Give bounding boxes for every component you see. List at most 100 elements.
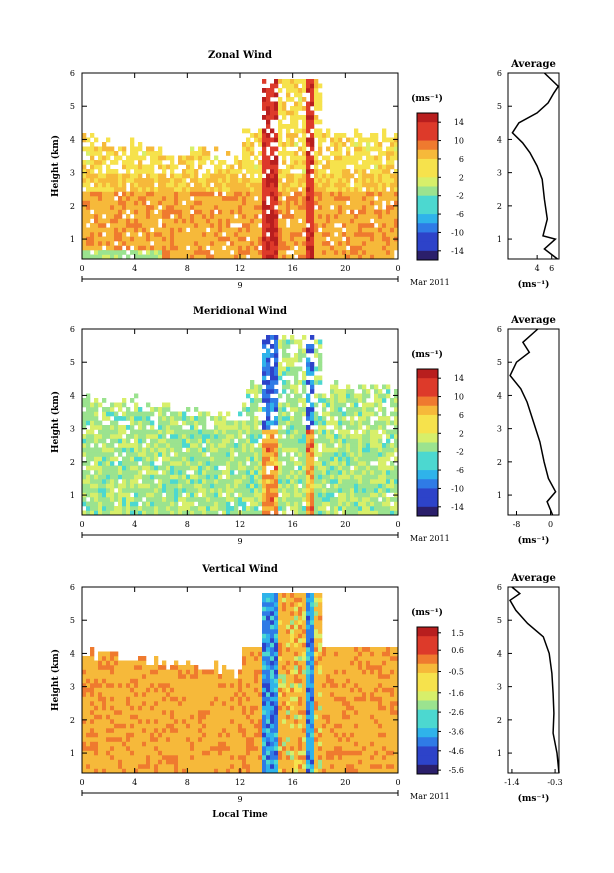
- y-tick-label: 3: [70, 425, 75, 434]
- avg-y-tick-label: 5: [497, 616, 502, 625]
- colorbar-tick-label: -2: [456, 448, 464, 457]
- month-label: Mar 2011: [410, 534, 450, 543]
- average-profile-line: [511, 72, 560, 260]
- avg-y-tick-label: 4: [497, 135, 502, 144]
- date-label: 9: [237, 281, 242, 290]
- x-tick-label: 20: [340, 264, 350, 273]
- colorbar-tick-label: -10: [451, 484, 464, 493]
- y-tick-label: 6: [70, 583, 75, 592]
- panel-title-zonal: Zonal Wind: [208, 50, 272, 61]
- y-tick-label: 6: [70, 69, 75, 78]
- average-profile-line: [509, 586, 560, 774]
- avg-y-tick-label: 2: [497, 202, 502, 211]
- x-tick-label: 0: [395, 264, 400, 273]
- y-tick-label: 1: [70, 491, 75, 500]
- colorbar-frame: [416, 368, 439, 517]
- avg-y-tick-label: 3: [497, 169, 502, 178]
- x-tick-label: 20: [340, 778, 350, 787]
- avg-x-tick-label: 0: [548, 520, 553, 529]
- average-title: Average: [510, 315, 556, 326]
- panel-title-vert: Vertical Wind: [201, 564, 278, 575]
- x-tick-label: 0: [79, 778, 84, 787]
- y-tick-label: 4: [70, 391, 75, 400]
- colorbar-tick-label: 2: [459, 429, 464, 438]
- avg-x-tick-label: -0.3: [547, 778, 562, 787]
- colorbar-tick-label: 0.6: [451, 646, 464, 655]
- colorbar-vert: [417, 627, 438, 775]
- avg-x-tick-label: 4: [535, 264, 540, 273]
- avg-x-axis-label: (ms⁻¹): [518, 793, 550, 804]
- colorbar-tick-label: -5.6: [449, 766, 464, 775]
- avg-y-tick-label: 4: [497, 391, 502, 400]
- average-profile-line: [509, 328, 557, 516]
- x-tick-label: 8: [185, 264, 190, 273]
- colorbar-frame: [416, 626, 439, 775]
- x-tick-label: 12: [235, 264, 245, 273]
- avg-y-tick-label: 3: [497, 683, 502, 692]
- colorbar-tick-label: -14: [451, 503, 464, 512]
- x-tick-label: 16: [288, 264, 298, 273]
- avg-y-tick-label: 1: [497, 491, 502, 500]
- y-axis-label: Height (km): [50, 391, 61, 453]
- colorbar-tick-label: 10: [454, 137, 464, 146]
- colorbar-unit: (ms⁻¹): [411, 607, 443, 618]
- colorbar-zonal: [417, 113, 438, 261]
- avg-y-tick-label: 6: [497, 325, 502, 334]
- x-tick-label: 8: [185, 520, 190, 529]
- y-tick-label: 4: [70, 649, 75, 658]
- avg-y-tick-label: 6: [497, 583, 502, 592]
- x-tick-label: 0: [79, 264, 84, 273]
- colorbar-tick-label: -0.5: [449, 667, 464, 676]
- avg-y-tick-label: 2: [497, 716, 502, 725]
- x-tick-label: 0: [395, 778, 400, 787]
- avg-y-tick-label: 5: [497, 102, 502, 111]
- y-tick-label: 1: [70, 235, 75, 244]
- colorbar-tick-label: -2: [456, 192, 464, 201]
- colorbar-tick-label: 2: [459, 173, 464, 182]
- x-tick-label: 16: [288, 778, 298, 787]
- avg-y-tick-label: 4: [497, 649, 502, 658]
- avg-x-axis-label: (ms⁻¹): [518, 279, 550, 290]
- colorbar-unit: (ms⁻¹): [411, 93, 443, 104]
- y-tick-label: 2: [70, 202, 75, 211]
- colorbar-tick-label: 6: [459, 155, 464, 164]
- date-label: 9: [237, 795, 242, 804]
- avg-y-tick-label: 1: [497, 749, 502, 758]
- month-label: Mar 2011: [410, 278, 450, 287]
- y-tick-label: 5: [70, 102, 75, 111]
- y-tick-label: 2: [70, 716, 75, 725]
- heatmap-cells-merid: [82, 335, 399, 516]
- avg-x-tick-label: -8: [513, 520, 521, 529]
- y-tick-label: 2: [70, 458, 75, 467]
- y-tick-label: 3: [70, 169, 75, 178]
- panel-title-merid: Meridional Wind: [193, 306, 287, 317]
- avg-x-axis-label: (ms⁻¹): [518, 535, 550, 546]
- date-label: 9: [237, 537, 242, 546]
- colorbar-tick-label: -6: [456, 466, 464, 475]
- y-tick-label: 6: [70, 325, 75, 334]
- avg-y-tick-label: 3: [497, 425, 502, 434]
- y-tick-label: 3: [70, 683, 75, 692]
- avg-x-tick-label: -1.4: [504, 778, 519, 787]
- y-axis-label: Height (km): [50, 135, 61, 197]
- colorbar-tick-label: 14: [454, 374, 464, 383]
- x-tick-label: 4: [132, 264, 137, 273]
- month-label: Mar 2011: [410, 792, 450, 801]
- x-tick-label: 0: [79, 520, 84, 529]
- avg-x-tick-label: 6: [549, 264, 554, 273]
- colorbar-tick-label: -10: [451, 228, 464, 237]
- x-tick-label: 4: [132, 778, 137, 787]
- colorbar-tick-label: 14: [454, 118, 464, 127]
- colorbar-tick-label: -14: [451, 247, 464, 256]
- x-tick-label: 0: [395, 520, 400, 529]
- colorbar-tick-label: 1.5: [451, 629, 464, 638]
- y-tick-label: 4: [70, 135, 75, 144]
- colorbar-tick-label: -2.6: [449, 708, 464, 717]
- colorbar-frame: [416, 112, 439, 261]
- avg-y-tick-label: 6: [497, 69, 502, 78]
- x-tick-label: 16: [288, 520, 298, 529]
- y-axis-label: Height (km): [50, 649, 61, 711]
- x-tick-label: 12: [235, 520, 245, 529]
